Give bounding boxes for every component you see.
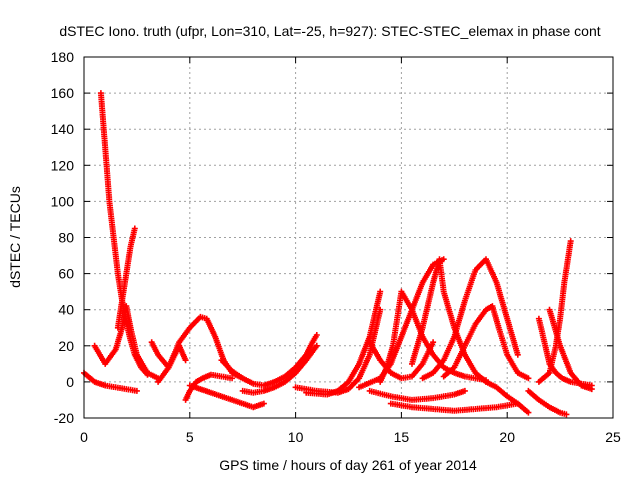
- y-tick-label: 80: [58, 230, 74, 246]
- x-tick-label: 25: [605, 429, 621, 445]
- series-arc-12: [303, 288, 384, 398]
- series-arc-18: [419, 256, 521, 382]
- x-tick-label: 20: [499, 429, 515, 445]
- axis-ticks: 0 5 10 15 20 25 -20 0 20 40 60 80 100 120 140 160 180: [51, 49, 621, 445]
- chart-title: dSTEC Iono. truth (ufpr, Lon=310, Lat=-2…: [59, 23, 600, 39]
- y-tick-label: 20: [58, 338, 74, 354]
- series-arc-5: [155, 313, 246, 385]
- series-arc-10: [239, 342, 320, 396]
- x-axis-label: GPS time / hours of day 261 of year 2014: [219, 457, 477, 473]
- y-tick-label: 180: [51, 49, 75, 65]
- y-tick-label: 40: [58, 302, 74, 318]
- series-arc-17: [366, 387, 468, 403]
- series-arc-7: [182, 371, 236, 403]
- series-arc-20: [387, 400, 521, 414]
- series-arc-24: [546, 306, 595, 393]
- y-axis-label: dSTEC / TECUs: [7, 186, 23, 288]
- data-points: [81, 90, 595, 418]
- x-tick-label: 15: [394, 429, 410, 445]
- y-tick-label: 60: [58, 266, 74, 282]
- series-arc-25: [525, 387, 570, 418]
- series-arc-3: [114, 225, 138, 331]
- series-arc-16: [409, 256, 489, 385]
- y-tick-label: 140: [51, 121, 75, 137]
- x-tick-label: 5: [186, 429, 194, 445]
- grid-lines: [84, 57, 613, 418]
- y-tick-label: -20: [54, 410, 74, 426]
- y-tick-label: 0: [66, 374, 74, 390]
- y-tick-label: 120: [51, 157, 75, 173]
- x-tick-label: 0: [80, 429, 88, 445]
- series-arc-2: [91, 303, 162, 382]
- series-arc-21: [483, 378, 532, 416]
- series-arc-8: [186, 382, 267, 411]
- y-tick-label: 100: [51, 193, 75, 209]
- y-tick-label: 160: [51, 85, 75, 101]
- series-arc-1: [97, 90, 151, 378]
- series-arc-19: [440, 303, 532, 382]
- series-arc-6: [148, 339, 189, 371]
- x-tick-label: 10: [288, 429, 304, 445]
- series-arc-9: [218, 332, 320, 389]
